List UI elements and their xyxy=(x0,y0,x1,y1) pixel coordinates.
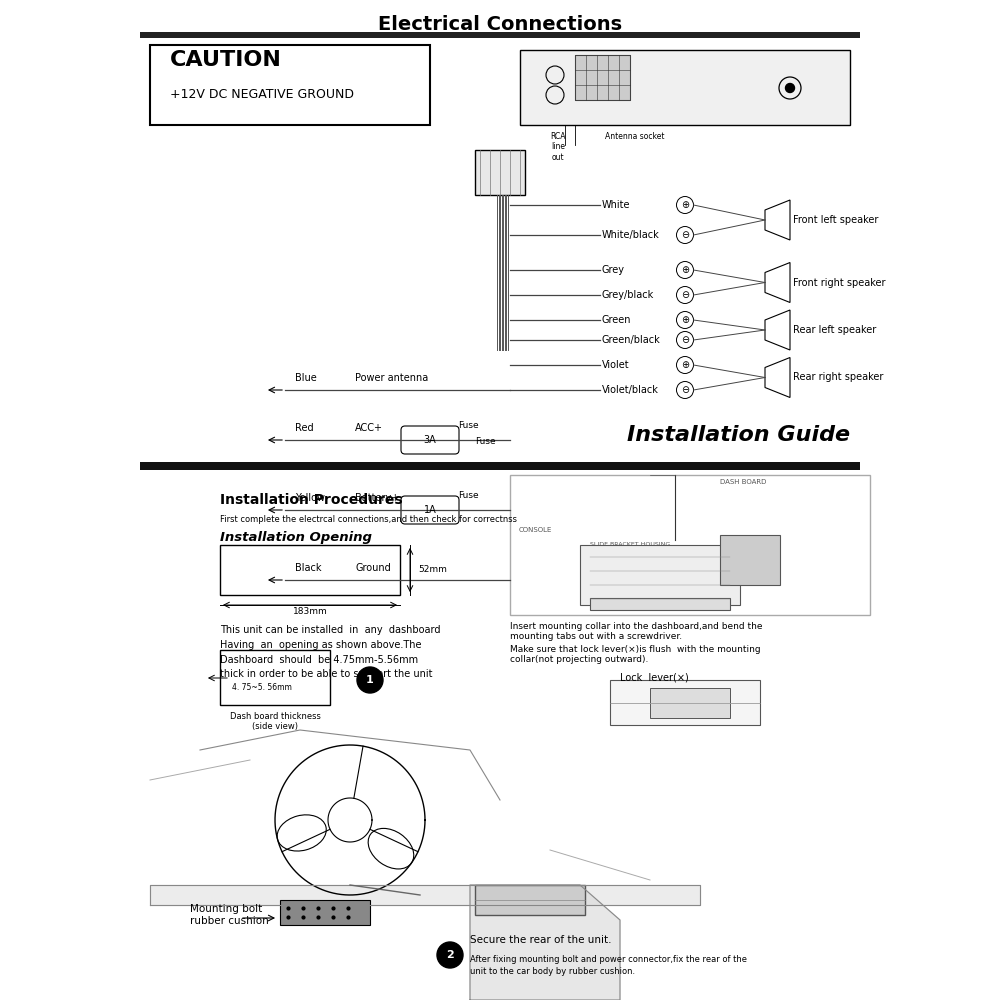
Circle shape xyxy=(437,942,463,968)
Text: Blue: Blue xyxy=(295,373,317,383)
Text: Green/black: Green/black xyxy=(602,335,661,345)
Text: Fuse: Fuse xyxy=(458,422,479,430)
Text: Grey: Grey xyxy=(602,265,625,275)
Text: Installation Opening: Installation Opening xyxy=(220,532,372,544)
Bar xyxy=(475,885,585,915)
Text: Electrical Connections: Electrical Connections xyxy=(378,15,622,34)
Text: ACC+: ACC+ xyxy=(355,423,383,433)
Text: First complete the electrcal connections,and then check for correctnss: First complete the electrcal connections… xyxy=(220,516,517,524)
Text: Yellow: Yellow xyxy=(295,493,325,503)
Text: Red: Red xyxy=(295,423,314,433)
Text: 1A: 1A xyxy=(424,505,436,515)
Bar xyxy=(510,475,870,615)
Text: Rear left speaker: Rear left speaker xyxy=(793,325,876,335)
Text: Battery+: Battery+ xyxy=(355,493,399,503)
Bar xyxy=(220,545,400,595)
Bar xyxy=(220,650,330,705)
Text: White: White xyxy=(602,200,631,210)
Bar xyxy=(580,545,740,605)
Text: Black: Black xyxy=(295,563,322,573)
Text: Violet: Violet xyxy=(602,360,630,370)
Bar xyxy=(720,535,780,585)
Text: 3A: 3A xyxy=(424,435,436,445)
Text: Grey/black: Grey/black xyxy=(602,290,654,300)
Text: 4. 75~5. 56mm: 4. 75~5. 56mm xyxy=(232,684,292,692)
Text: 1: 1 xyxy=(366,675,374,685)
Text: RCA
line
out: RCA line out xyxy=(550,132,566,162)
Text: ⊕: ⊕ xyxy=(681,315,689,325)
Text: Secure the rear of the unit.: Secure the rear of the unit. xyxy=(470,935,612,945)
Text: Violet/black: Violet/black xyxy=(602,385,659,395)
Text: Green: Green xyxy=(602,315,632,325)
Text: Front left speaker: Front left speaker xyxy=(793,215,878,225)
Text: ⊖: ⊖ xyxy=(681,290,689,300)
Text: SLIDE BRACKET HOUSING: SLIDE BRACKET HOUSING xyxy=(590,542,670,548)
Polygon shape xyxy=(150,885,700,905)
Text: ⊕: ⊕ xyxy=(681,265,689,275)
Bar xyxy=(140,32,860,38)
Text: Fuse: Fuse xyxy=(458,491,479,500)
Text: Make sure that lock lever(×)is flush  with the mounting
collar(not projecting ou: Make sure that lock lever(×)is flush wit… xyxy=(510,645,761,664)
Text: Insert mounting collar into the dashboard,and bend the
mounting tabs out with a : Insert mounting collar into the dashboar… xyxy=(510,622,763,641)
Text: ⊕: ⊕ xyxy=(681,200,689,210)
FancyBboxPatch shape xyxy=(401,496,459,524)
Text: ⊖: ⊖ xyxy=(681,385,689,395)
Bar xyxy=(590,598,730,610)
Text: ⊖: ⊖ xyxy=(681,230,689,240)
Circle shape xyxy=(357,667,383,693)
Bar xyxy=(150,45,430,125)
Text: Installation Guide: Installation Guide xyxy=(627,425,850,445)
Text: After fixing mounting bolt and power connector,fix the rear of the
unit to the c: After fixing mounting bolt and power con… xyxy=(470,955,747,976)
Text: Mounting bolt
rubber cushion: Mounting bolt rubber cushion xyxy=(190,904,269,926)
Text: ⊕: ⊕ xyxy=(681,360,689,370)
Text: Power antenna: Power antenna xyxy=(355,373,428,383)
Text: This unit can be installed  in  any  dashboard
Having  an  opening as shown abov: This unit can be installed in any dashbo… xyxy=(220,625,440,679)
Text: 183mm: 183mm xyxy=(293,607,327,616)
Text: Fuse: Fuse xyxy=(475,438,496,446)
Text: Installation Procedures: Installation Procedures xyxy=(220,493,403,507)
Text: +12V DC NEGATIVE GROUND: +12V DC NEGATIVE GROUND xyxy=(170,89,354,102)
Bar xyxy=(140,462,860,470)
Text: White/black: White/black xyxy=(602,230,660,240)
Bar xyxy=(650,688,730,718)
Bar xyxy=(280,900,370,925)
Text: Front right speaker: Front right speaker xyxy=(793,277,886,288)
Text: Ground: Ground xyxy=(355,563,391,573)
Text: Antenna socket: Antenna socket xyxy=(605,132,664,141)
Text: Lock  lever(×): Lock lever(×) xyxy=(620,672,689,682)
Circle shape xyxy=(786,84,794,93)
Text: CAUTION: CAUTION xyxy=(170,50,282,70)
Text: ⊖: ⊖ xyxy=(681,335,689,345)
FancyBboxPatch shape xyxy=(401,426,459,454)
Bar xyxy=(575,55,630,100)
Bar xyxy=(520,50,850,125)
Text: DASH BOARD: DASH BOARD xyxy=(720,479,766,485)
Text: 2: 2 xyxy=(446,950,454,960)
Polygon shape xyxy=(470,885,620,1000)
Text: 52mm: 52mm xyxy=(418,566,447,574)
Bar xyxy=(475,150,525,195)
Text: CONSOLE: CONSOLE xyxy=(518,527,552,533)
Bar xyxy=(610,680,760,725)
Text: Rear right speaker: Rear right speaker xyxy=(793,372,883,382)
Text: Dash board thickness
(side view): Dash board thickness (side view) xyxy=(230,712,320,731)
